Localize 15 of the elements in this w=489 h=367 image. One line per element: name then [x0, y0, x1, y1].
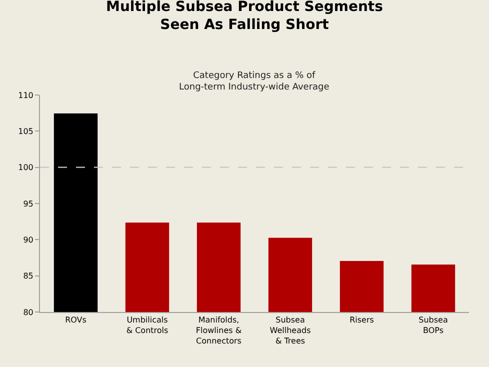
chart-title: Multiple Subsea Product Segments Seen As Falling Short [106, 0, 383, 34]
x-tick-label: Risers [350, 316, 374, 325]
chart-subtitle: Category Ratings as a % of Long-term Industry-wide Average [179, 71, 330, 93]
y-tick-label: 110 [18, 90, 34, 100]
x-tick-label: Subsea BOPs [418, 316, 448, 335]
y-tick-label: 100 [18, 163, 34, 172]
y-tick-label: 90 [23, 235, 34, 244]
y-tick-label: 95 [23, 199, 34, 208]
x-tick-label: Umbilicals & Controls [126, 316, 168, 335]
y-tick-label: 80 [23, 308, 34, 317]
y-tick-label: 105 [18, 126, 34, 136]
x-tick-label: Subsea Wellheads & Trees [270, 316, 311, 346]
y-tick-label: 85 [23, 272, 34, 281]
x-tick-label: ROVs [65, 316, 86, 325]
x-tick-label: Manifolds, Flowlines & Connectors [196, 316, 242, 346]
